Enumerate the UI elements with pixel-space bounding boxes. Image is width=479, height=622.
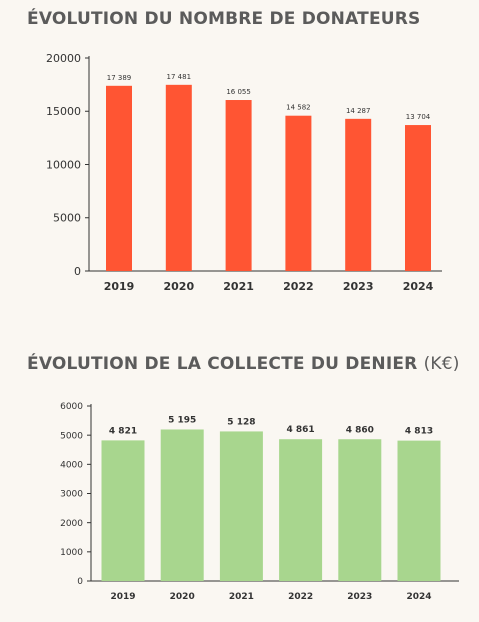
donors-value-label: 17 481 (167, 73, 192, 81)
donors-value-label: 14 287 (346, 107, 371, 115)
collection-y-tick-label: 5000 (60, 431, 83, 441)
donors-x-tick-label: 2021 (223, 280, 254, 293)
collection-x-tick-label: 2024 (406, 592, 431, 602)
collection-chart-title-text: ÉVOLUTION DE LA COLLECTE DU DENIER (27, 354, 418, 374)
donors-y-tick-label: 5000 (53, 212, 81, 225)
collection-chart-unit: (K€) (423, 354, 460, 374)
donors-x-tick-label: 2019 (104, 280, 135, 293)
donors-bar (106, 85, 132, 271)
collection-value-label: 4 860 (346, 425, 374, 435)
donors-value-label: 13 704 (406, 113, 431, 121)
donors-x-tick-label: 2023 (343, 280, 374, 293)
donors-x-tick-label: 2024 (403, 280, 434, 293)
collection-y-tick-label: 3000 (60, 490, 83, 500)
donors-value-label: 16 055 (226, 88, 251, 96)
collection-bar (397, 440, 441, 581)
donors-x-tick-label: 2020 (163, 280, 194, 293)
donors-bar (405, 125, 431, 271)
collection-value-label: 5 128 (227, 417, 255, 427)
donors-value-label: 14 582 (286, 104, 311, 112)
collection-y-tick-label: 2000 (60, 519, 83, 529)
donors-y-tick-label: 20000 (46, 52, 81, 65)
collection-x-tick-label: 2021 (229, 592, 254, 602)
collection-y-tick-label: 4000 (60, 460, 83, 470)
collection-x-tick-label: 2023 (347, 592, 372, 602)
donors-bar (285, 115, 312, 272)
collection-value-label: 4 821 (109, 426, 137, 436)
collection-bar (338, 439, 382, 581)
donors-x-tick-label: 2022 (283, 280, 314, 293)
donors-y-tick-label: 0 (74, 265, 81, 278)
collection-bar (279, 439, 323, 581)
collection-value-label: 4 861 (287, 425, 315, 435)
donors-bar-chart: 0 5000 10000 15000 20000 17 389 2019 17 481 2020… (46, 52, 442, 293)
donors-bar (225, 100, 252, 271)
collection-chart-title: ÉVOLUTION DE LA COLLECTE DU DENIER (K€) (27, 354, 460, 374)
collection-bar (160, 429, 204, 581)
collection-value-label: 5 195 (168, 415, 196, 425)
collection-y-tick-label: 1000 (60, 548, 83, 558)
collection-bar (101, 440, 145, 581)
donors-y-tick-label: 10000 (46, 158, 81, 171)
collection-y-tick-label: 0 (77, 577, 83, 587)
donors-bar (345, 118, 372, 272)
collection-value-label: 4 813 (405, 427, 433, 437)
donors-value-label: 17 389 (107, 74, 132, 82)
collection-y-tick-label: 6000 (60, 402, 83, 412)
collection-x-tick-label: 2019 (110, 592, 135, 602)
collection-x-tick-label: 2020 (170, 592, 195, 602)
collection-x-tick-label: 2022 (288, 592, 313, 602)
donors-y-tick-label: 15000 (46, 105, 81, 118)
collection-bar (219, 431, 263, 581)
donors-bar (165, 84, 192, 271)
donors-chart-title: ÉVOLUTION DU NOMBRE DE DONATEURS (27, 9, 421, 29)
donors-chart-title-text: ÉVOLUTION DU NOMBRE DE DONATEURS (27, 9, 421, 29)
